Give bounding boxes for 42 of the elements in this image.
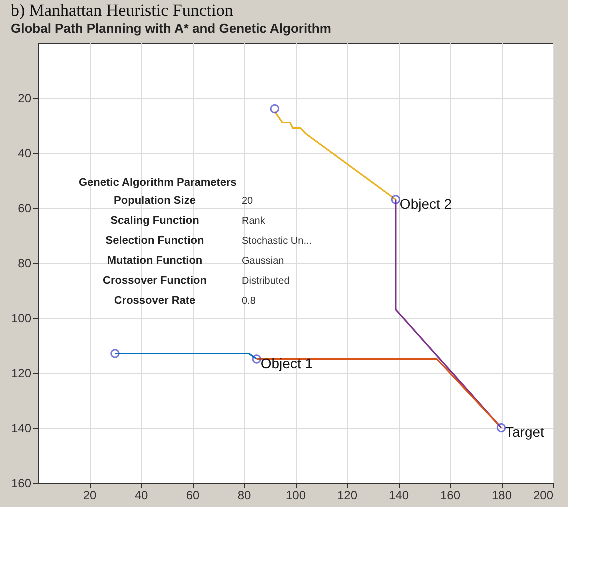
x-tick-label: 120 bbox=[337, 488, 358, 502]
y-tick-label: 20 bbox=[18, 92, 32, 106]
annotation: Crossover Rate bbox=[114, 295, 196, 307]
annotation: Genetic Algorithm Parameters bbox=[79, 177, 237, 189]
x-tick-label: 20 bbox=[83, 488, 97, 502]
annotation: Mutation Function bbox=[107, 255, 203, 267]
line-series bbox=[274, 110, 397, 201]
annotation: Target bbox=[506, 424, 545, 440]
annotation: Object 1 bbox=[260, 355, 314, 372]
annotation: 20 bbox=[242, 196, 254, 207]
x-tick-label: 100 bbox=[286, 488, 306, 502]
point bbox=[496, 423, 506, 433]
point bbox=[391, 195, 401, 204]
y-tick-label: 80 bbox=[18, 256, 32, 270]
annotation: Crossover Function bbox=[103, 275, 208, 287]
y-tick-label: 120 bbox=[11, 366, 32, 380]
x-tick-label: 140 bbox=[388, 488, 410, 502]
chart-subtitle: Global Path Planning with A* and Genetic Algorithm bbox=[10, 21, 332, 36]
annotation: Scaling Function bbox=[110, 215, 200, 227]
annotation: Distributed bbox=[242, 276, 290, 287]
x-tick-label: 80 bbox=[238, 488, 252, 502]
annotation: Selection Function bbox=[106, 235, 204, 247]
y-tick-label: 160 bbox=[11, 476, 32, 490]
chart-title: b) Manhattan Heuristic Function bbox=[10, 1, 234, 20]
annotation: Gaussian bbox=[242, 256, 284, 267]
y-tick-label: 40 bbox=[18, 146, 32, 160]
point bbox=[252, 354, 262, 364]
y-tick-label: 100 bbox=[11, 312, 32, 326]
y-tick-label: 140 bbox=[11, 422, 32, 436]
x-tick-label: 200 bbox=[533, 488, 554, 502]
annotation: Population Size bbox=[114, 195, 196, 207]
point bbox=[110, 349, 120, 358]
annotation: Stochastic Un... bbox=[242, 236, 312, 247]
y-tick-label: 60 bbox=[18, 202, 32, 216]
annotation: Object 2 bbox=[400, 196, 452, 212]
point bbox=[270, 104, 280, 114]
annotation: Rank bbox=[242, 216, 266, 227]
x-tick-label: 40 bbox=[134, 488, 148, 502]
annotation: 0.8 bbox=[242, 296, 256, 307]
x-tick-label: 180 bbox=[492, 488, 512, 502]
x-tick-label: 60 bbox=[186, 488, 200, 502]
x-tick-label: 160 bbox=[440, 488, 461, 502]
